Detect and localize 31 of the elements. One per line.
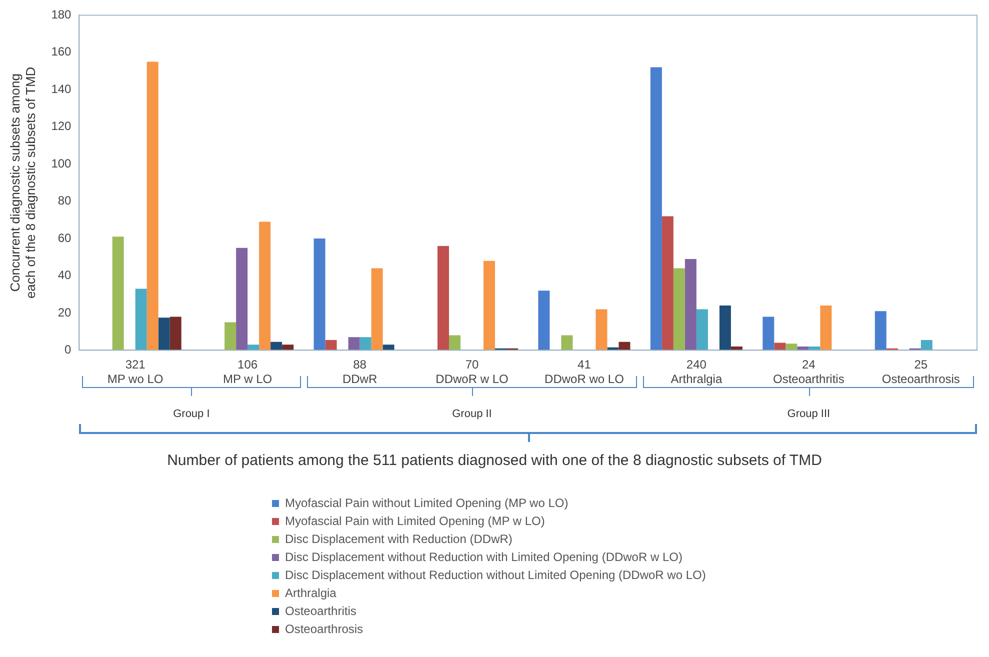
legend-label: Osteoarthrosis bbox=[285, 622, 364, 636]
x-tick-label: 70 DDwoR w LO bbox=[436, 358, 508, 386]
x-tick-label: 24 Osteoarthritis bbox=[772, 358, 844, 386]
legend-label: Disc Displacement with Reduction (DDwR) bbox=[285, 532, 512, 546]
y-tick-label: 80 bbox=[58, 194, 72, 208]
x-tick-label: 25 Osteoarthrosis bbox=[882, 358, 960, 386]
y-tick-label: 160 bbox=[51, 44, 72, 59]
y-tick-label: 0 bbox=[64, 342, 72, 357]
legend-label: Arthralgia bbox=[285, 586, 336, 600]
y-tick-label: 20 bbox=[58, 305, 72, 320]
x-tick-label: 41 DDwoR wo LO bbox=[544, 358, 624, 386]
y-axis-title: Concurrent diagnostic subsets among each of the 8 diagnostic subsets of TMD bbox=[7, 66, 38, 299]
x-tick-label: 88 DDwR bbox=[342, 358, 378, 386]
legend-label: Disc Displacement without Reduction with Limited Opening (DDwoR w LO) bbox=[285, 550, 682, 564]
text: Group II bbox=[452, 408, 492, 420]
y-tick-label: 180 bbox=[51, 8, 72, 22]
legend-label: Osteoarthritis bbox=[285, 604, 356, 618]
legend-label: Myofascial Pain without Limited Opening (MP wo LO) bbox=[285, 496, 568, 510]
x-axis-title: Number of patients among the 511 patients diagnosed with one of the 8 diagnostic subsets of TMD bbox=[166, 452, 823, 469]
y-tick-label: 100 bbox=[51, 156, 72, 170]
x-tick-label: 321 MP wo LO bbox=[107, 358, 164, 386]
x-tick-label: 106 MP w LO bbox=[222, 358, 272, 386]
x-tick-label: 240 Arthralgia bbox=[670, 358, 722, 386]
y-tick-label: 40 bbox=[58, 268, 72, 282]
y-tick-label: 140 bbox=[51, 82, 72, 96]
y-tick-label: 120 bbox=[51, 119, 72, 134]
legend-label: Disc Displacement without Reduction without Limited Opening (DDwoR wo LO) bbox=[285, 568, 706, 582]
legend-label: Myofascial Pain with Limited Opening (MP w LO) bbox=[285, 514, 545, 528]
y-tick-label: 60 bbox=[58, 230, 72, 245]
text: Group I bbox=[173, 408, 210, 420]
text: Group III bbox=[787, 408, 830, 420]
